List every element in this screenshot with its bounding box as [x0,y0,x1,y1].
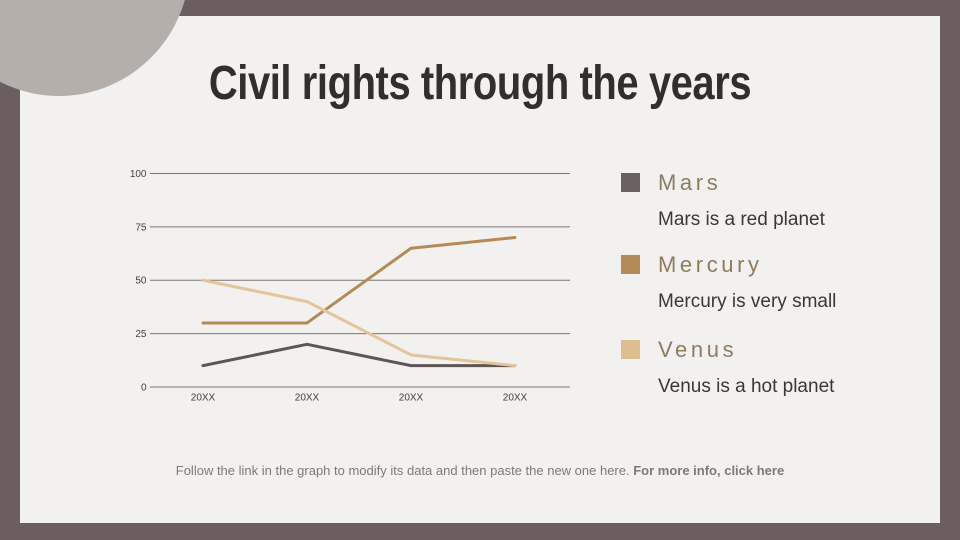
mars-swatch-icon [621,172,640,192]
svg-text:100: 100 [130,169,147,180]
legend-description-venus: Venus is a hot planet [658,375,835,397]
svg-text:20XX: 20XX [399,393,424,404]
legend-description-mars: Mars is a red planet [658,208,825,230]
slide-title: Civil rights through the years [208,57,752,110]
svg-text:20XX: 20XX [503,393,528,404]
footer-link[interactable]: For more info, click here [633,463,785,478]
legend-name-mars: Mars [658,169,722,195]
footer-note: Follow the link in the graph to modify i… [0,464,960,477]
svg-text:75: 75 [135,222,147,233]
legend-name-venus: Venus [658,336,738,362]
svg-text:20XX: 20XX [191,393,216,404]
legend-name-mercury: Mercury [658,252,763,277]
mercury-swatch-icon [621,255,640,274]
svg-text:25: 25 [135,329,147,340]
legend-description-mercury: Mercury is very small [658,291,837,312]
svg-text:50: 50 [135,276,147,287]
slide-background [20,16,940,523]
footer-text: Follow the link in the graph to modify i… [175,463,634,478]
svg-text:20XX: 20XX [295,393,320,404]
legend-item-mercury: Mercury Mercury is very small [621,252,837,312]
legend-item-mars: Mars Mars is a red planet [621,169,825,230]
legend-item-venus: Venus Venus is a hot planet [621,336,835,397]
venus-swatch-icon [621,339,640,359]
svg-text:0: 0 [141,382,147,393]
